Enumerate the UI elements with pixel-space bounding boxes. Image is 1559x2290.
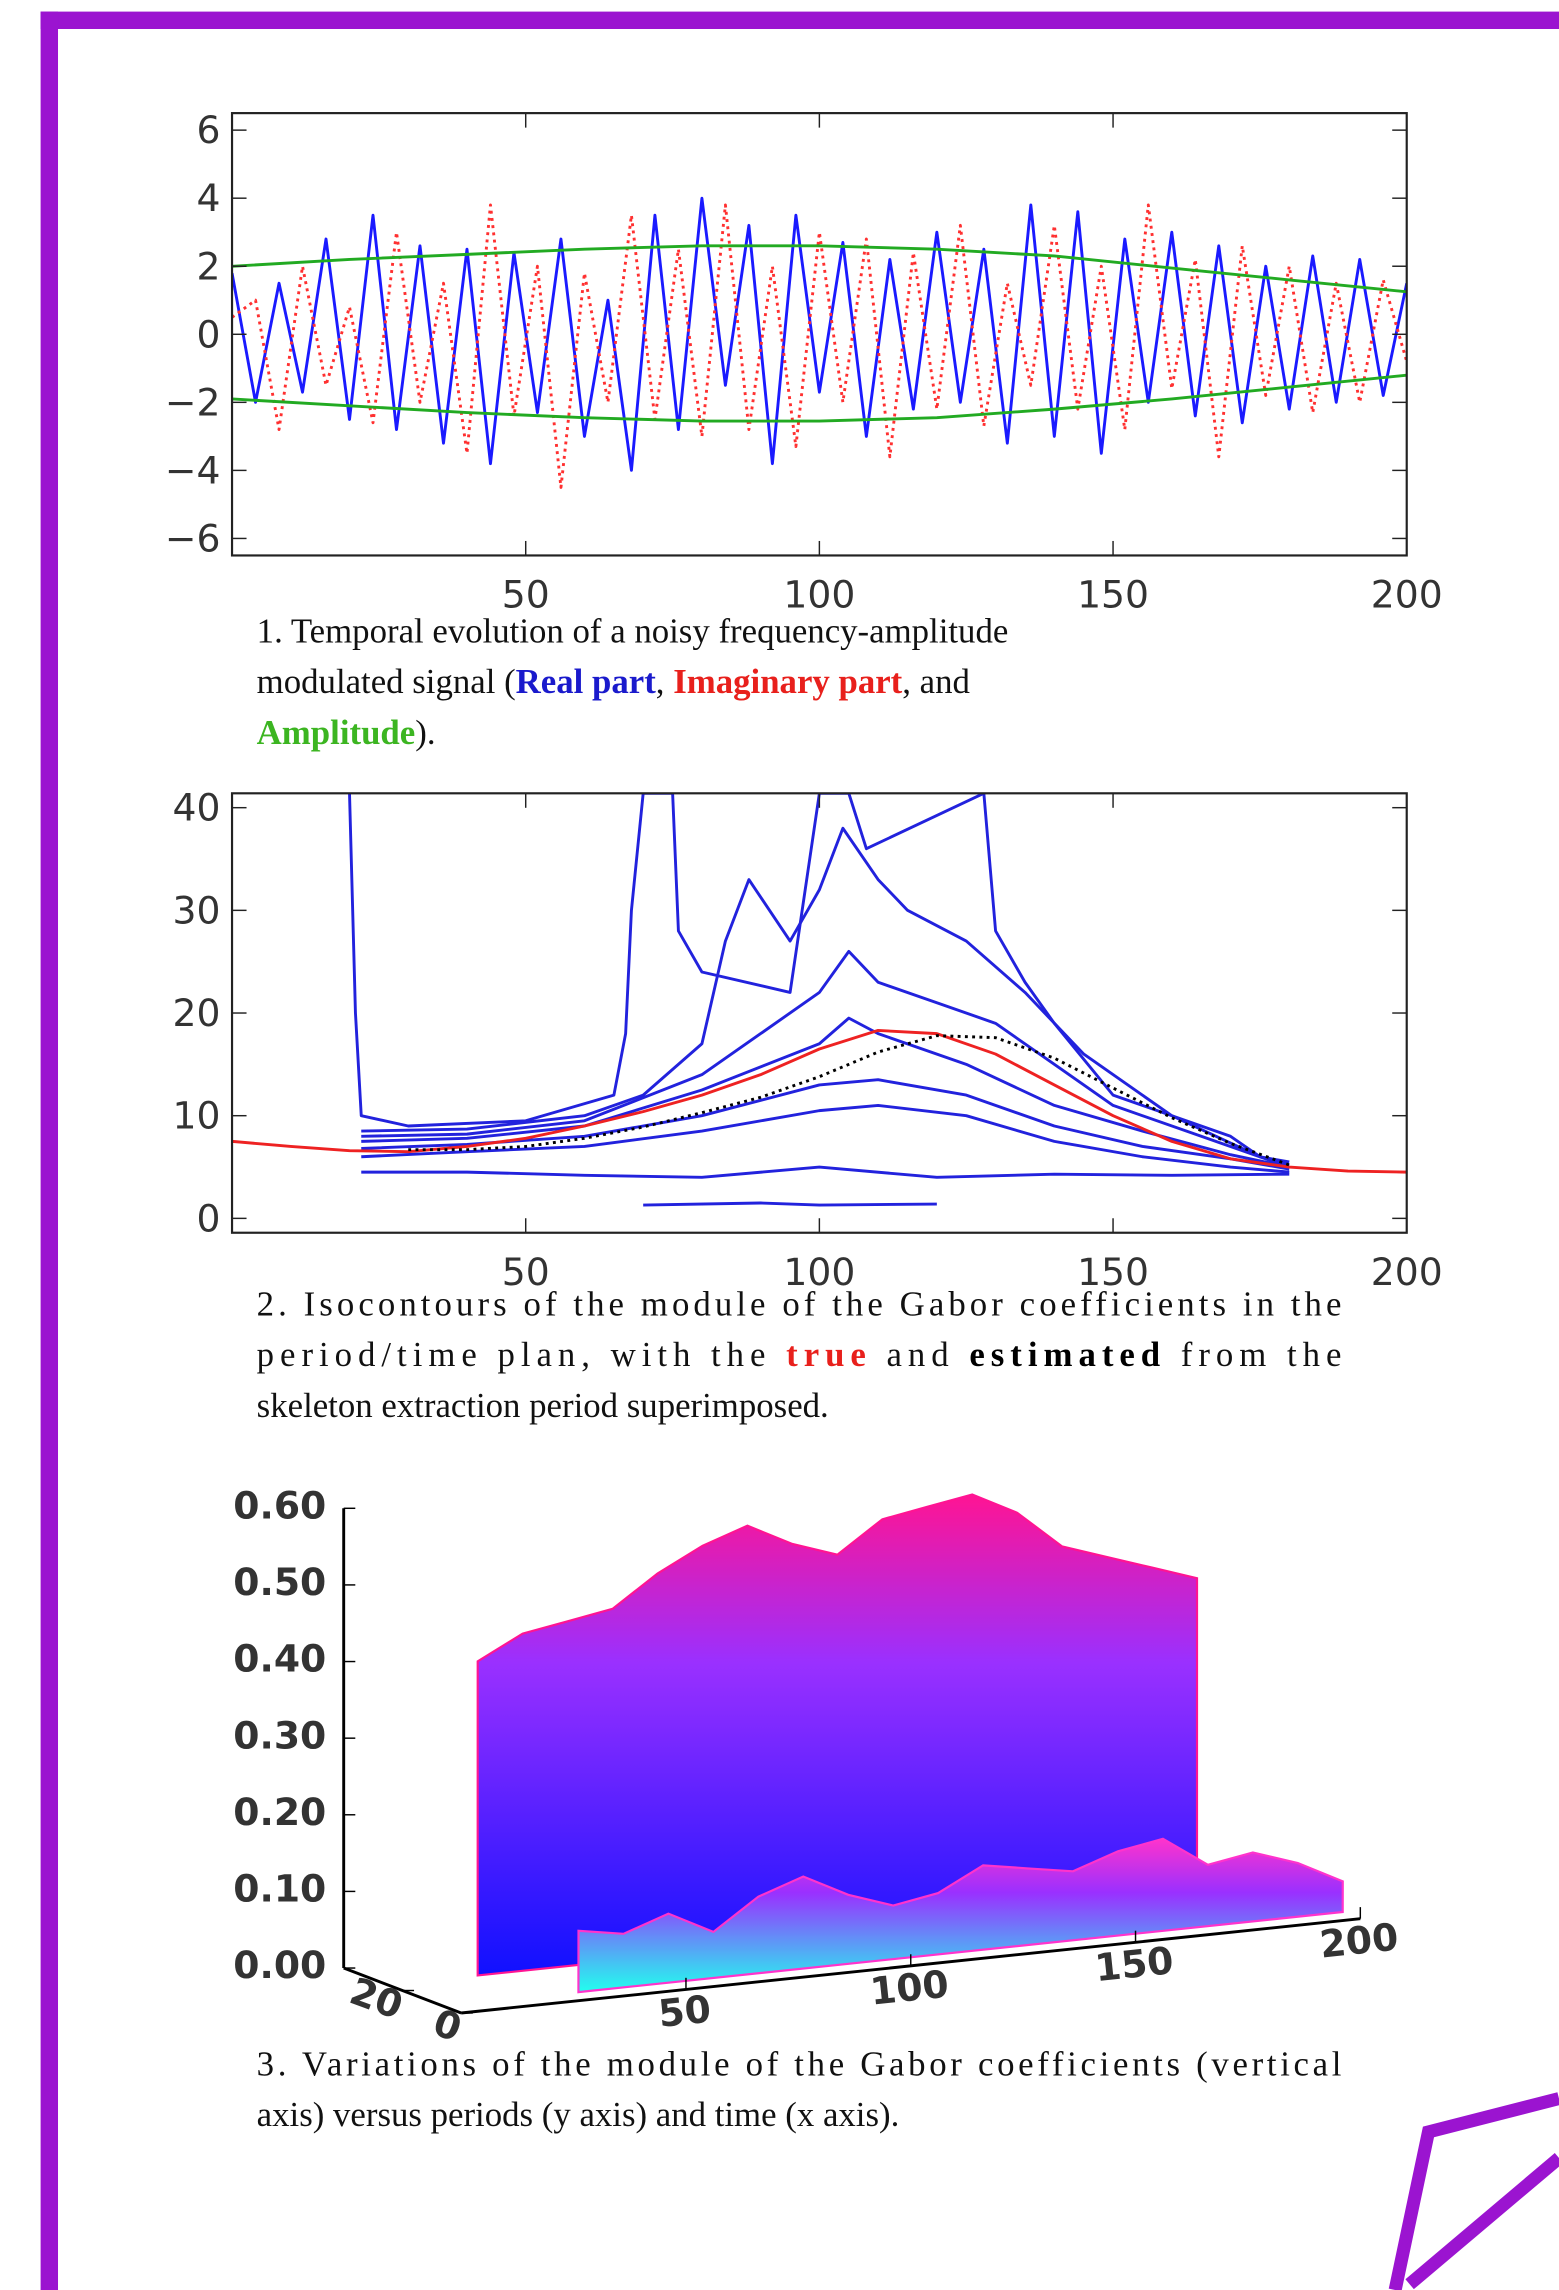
- contour-line: [643, 1201, 937, 1207]
- x-tick-label: 150: [1077, 573, 1149, 617]
- z-tick-label: 0.40: [233, 1637, 326, 1681]
- contour-line: [361, 949, 1290, 1169]
- contour-line: [361, 1103, 1290, 1174]
- y-tick-label: 30: [172, 888, 220, 932]
- z-tick-label: 0.20: [233, 1790, 326, 1834]
- signal-line: [232, 203, 1407, 489]
- contour-line: [348, 793, 1290, 1164]
- caption-line: period/time plan, with the true and esti…: [257, 1335, 1342, 1374]
- surface-slice: [476, 1493, 1199, 1977]
- caption-text: skeleton extraction period superimposed.: [257, 1386, 829, 1425]
- caption-line: 3. Variations of the module of the Gabor…: [257, 2044, 1342, 2083]
- x-tick-label: 150: [1077, 1250, 1149, 1294]
- caption-line: modulated signal (Real part, Imaginary p…: [257, 662, 970, 701]
- z-tick-label: 0.30: [233, 1713, 326, 1757]
- caption-line: 1. Temporal evolution of a noisy frequen…: [257, 611, 1009, 650]
- y-tick-label: 40: [172, 786, 220, 830]
- contour-line: [361, 1078, 1290, 1171]
- x-tick-label: 50: [656, 1987, 713, 2036]
- caption-text: Amplitude: [257, 713, 416, 752]
- z-tick-label: 0.60: [233, 1483, 326, 1527]
- caption-text: period/time plan, with the: [257, 1335, 780, 1374]
- contour-line: [361, 826, 1290, 1167]
- signal-line: [232, 244, 1407, 294]
- caption-text: true: [786, 1335, 866, 1374]
- y-tick-label: 4: [196, 176, 220, 220]
- y-tick-label: 2: [196, 244, 220, 288]
- frame-left: [40, 11, 59, 2290]
- x-tick-label: 100: [783, 1250, 855, 1294]
- caption-text: , and: [902, 662, 970, 701]
- caption-line: skeleton extraction period superimposed.: [257, 1386, 829, 1425]
- caption-text: modulated signal (: [257, 662, 516, 701]
- caption-text: ).: [415, 713, 435, 752]
- page-curl: [1388, 2092, 1559, 2290]
- contour-line: [361, 1165, 1290, 1179]
- contour-line: [232, 1028, 1407, 1174]
- caption-text: estimated: [969, 1335, 1160, 1374]
- caption-line: 2. Isocontours of the module of the Gabo…: [257, 1284, 1342, 1323]
- caption-text: ,: [656, 662, 673, 701]
- y-tick-label: 6: [196, 108, 220, 152]
- signal-line: [232, 196, 1407, 472]
- surface-slice: [577, 1837, 1344, 1994]
- x-tick-label: 100: [783, 573, 855, 617]
- x-tick-label: 50: [502, 573, 550, 617]
- y-tick-label: 0: [196, 1196, 220, 1240]
- z-tick-label: 0.00: [233, 1943, 326, 1987]
- caption-text: 2. Isocontours of the module of the Gabo…: [257, 1284, 1342, 1323]
- plot-lines: [232, 196, 1407, 489]
- caption-text: Imaginary part: [673, 662, 902, 701]
- y-tick-label: −6: [165, 516, 221, 560]
- x-tick-label: 150: [1093, 1938, 1176, 1990]
- y-tick-label: −2: [165, 380, 221, 424]
- caption-text: 3. Variations of the module of the Gabor…: [257, 2044, 1342, 2083]
- y-tick-label: 0: [428, 2000, 468, 2050]
- y-tick-label: −4: [165, 448, 221, 492]
- y-tick-label: 0: [196, 312, 220, 356]
- y-tick-label: 20: [172, 991, 220, 1035]
- y-tick-label: 10: [172, 1094, 220, 1138]
- caption-text: 1. Temporal evolution of a noisy frequen…: [257, 611, 1009, 650]
- x-tick-label: 200: [1371, 1250, 1443, 1294]
- contour-line: [361, 1016, 1290, 1169]
- contour-line: [408, 1034, 1290, 1167]
- x-tick-label: 50: [502, 1250, 550, 1294]
- caption-text: Real part: [516, 662, 657, 701]
- x-tick-label: 200: [1318, 1915, 1401, 1967]
- caption-text: from the: [1166, 1335, 1341, 1374]
- caption-text: axis) versus periods (y axis) and time (…: [257, 2095, 900, 2134]
- signal-line: [232, 373, 1407, 423]
- caption-line: Amplitude).: [257, 713, 436, 752]
- x-tick-label: 100: [868, 1962, 951, 2014]
- caption-line: axis) versus periods (y axis) and time (…: [257, 2095, 900, 2134]
- caption-text: and: [872, 1335, 964, 1374]
- x-tick-label: 200: [1371, 573, 1443, 617]
- z-tick-label: 0.50: [233, 1560, 326, 1604]
- plot-lines: [232, 793, 1407, 1207]
- frame-top: [40, 11, 1559, 30]
- z-tick-label: 0.10: [233, 1867, 326, 1911]
